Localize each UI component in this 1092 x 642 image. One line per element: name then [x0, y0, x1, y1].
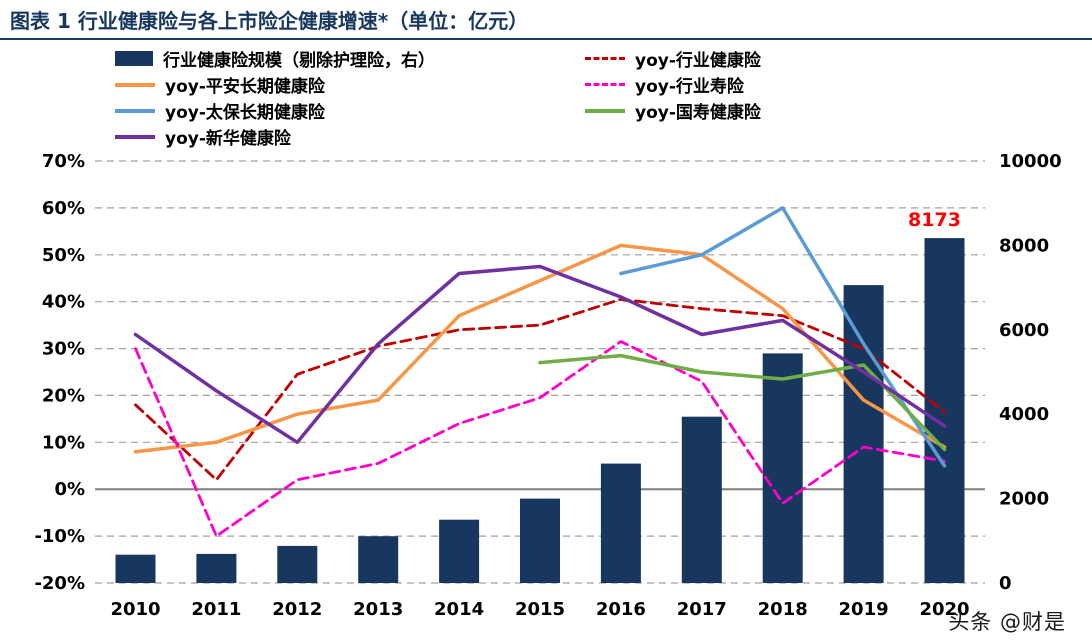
bar-value-annotation: 8173 [908, 209, 961, 231]
legend-label: yoy-平安长期健康险 [165, 77, 325, 97]
right-axis-tick: 4000 [999, 404, 1049, 425]
right-axis-tick: 6000 [999, 320, 1049, 341]
left-axis-tick: -10% [34, 526, 85, 547]
x-axis-tick: 2020 [919, 599, 969, 620]
bar-2011 [196, 553, 237, 583]
x-axis-tick: 2014 [434, 599, 484, 620]
legend-line-swatch [585, 108, 625, 113]
right-axis-tick: 0 [999, 573, 1012, 594]
legend-label: 行业健康险规模（剔除护理险，右） [163, 51, 435, 71]
x-axis-tick: 2013 [353, 599, 403, 620]
legend-dashed-line-swatch [585, 83, 625, 86]
watermark: 头条 @财是 [948, 610, 1066, 634]
right-axis-tick: 10000 [999, 151, 1062, 172]
legend-item-3: yoy-行业寿险 [585, 72, 1092, 97]
x-axis-tick: 2019 [839, 599, 889, 620]
legend-label: yoy-太保长期健康险 [165, 103, 325, 123]
legend-label: yoy-国寿健康险 [635, 103, 761, 123]
right-axis-tick: 8000 [999, 235, 1049, 256]
x-axis-tick: 2016 [596, 599, 646, 620]
legend-line-swatch [115, 134, 155, 139]
line-series-3 [619, 206, 947, 468]
line-series-5 [133, 264, 947, 445]
legend-item-6: yoy-新华健康险 [115, 124, 585, 149]
legend-item-5: yoy-国寿健康险 [585, 98, 1092, 123]
bar-2015 [520, 498, 560, 583]
bar-2018 [762, 353, 803, 583]
legend-item-1: yoy-行业健康险 [585, 46, 1092, 71]
legend-item-4: yoy-太保长期健康险 [115, 98, 585, 123]
left-axis-tick: -20% [34, 573, 85, 594]
bar-2017 [681, 416, 722, 583]
line-series-0 [134, 297, 946, 482]
x-axis-tick: 2010 [110, 599, 160, 620]
line-series-4 [538, 353, 947, 452]
x-axis-tick: 2012 [272, 599, 322, 620]
legend-bar-swatch [115, 51, 153, 66]
legend-item-2: yoy-平安长期健康险 [115, 72, 585, 97]
bar-2010 [115, 554, 156, 583]
left-axis-tick: 0% [54, 479, 85, 500]
combo-chart: 70% 60% 50% 40% 30% 20% 10% 0% -10% -20% 10000 8000… [34, 151, 1062, 620]
left-axis-tick: 60% [42, 198, 85, 219]
bar-2016 [600, 463, 641, 583]
x-axis-tick: 2018 [758, 599, 808, 620]
x-axis-tick: 2017 [677, 599, 727, 620]
left-axis-tick: 70% [42, 151, 85, 172]
left-axis-tick: 30% [42, 339, 85, 360]
figure-title: 图表 1 行业健康险与各上市险企健康增速*（单位：亿元） [0, 0, 1092, 40]
x-axis-tick: 2011 [191, 599, 241, 620]
bar-2013 [358, 536, 399, 583]
bar-2014 [439, 519, 480, 583]
left-axis-tick: 20% [42, 385, 85, 406]
legend-label: yoy-行业寿险 [635, 77, 744, 97]
legend-dashed-line-swatch [585, 57, 625, 60]
left-axis-tick: 40% [42, 292, 85, 313]
legend-label: yoy-行业健康险 [635, 51, 761, 71]
legend-line-swatch [115, 82, 155, 87]
left-axis-tick: 50% [42, 245, 85, 266]
bar-2019 [843, 285, 884, 583]
line-series-2 [134, 340, 946, 538]
chart-legend: 行业健康险规模（剔除护理险，右） yoy-行业健康险 yoy-平安长期健康险 yoy-… [115, 46, 1092, 149]
legend-label: yoy-新华健康险 [165, 129, 291, 149]
bar-2012 [277, 545, 318, 583]
x-axis-tick: 2015 [515, 599, 565, 620]
legend-line-swatch [115, 108, 155, 113]
legend-item-0: 行业健康险规模（剔除护理险，右） [115, 46, 585, 71]
left-axis-tick: 10% [42, 432, 85, 453]
right-axis-tick: 2000 [999, 489, 1049, 510]
